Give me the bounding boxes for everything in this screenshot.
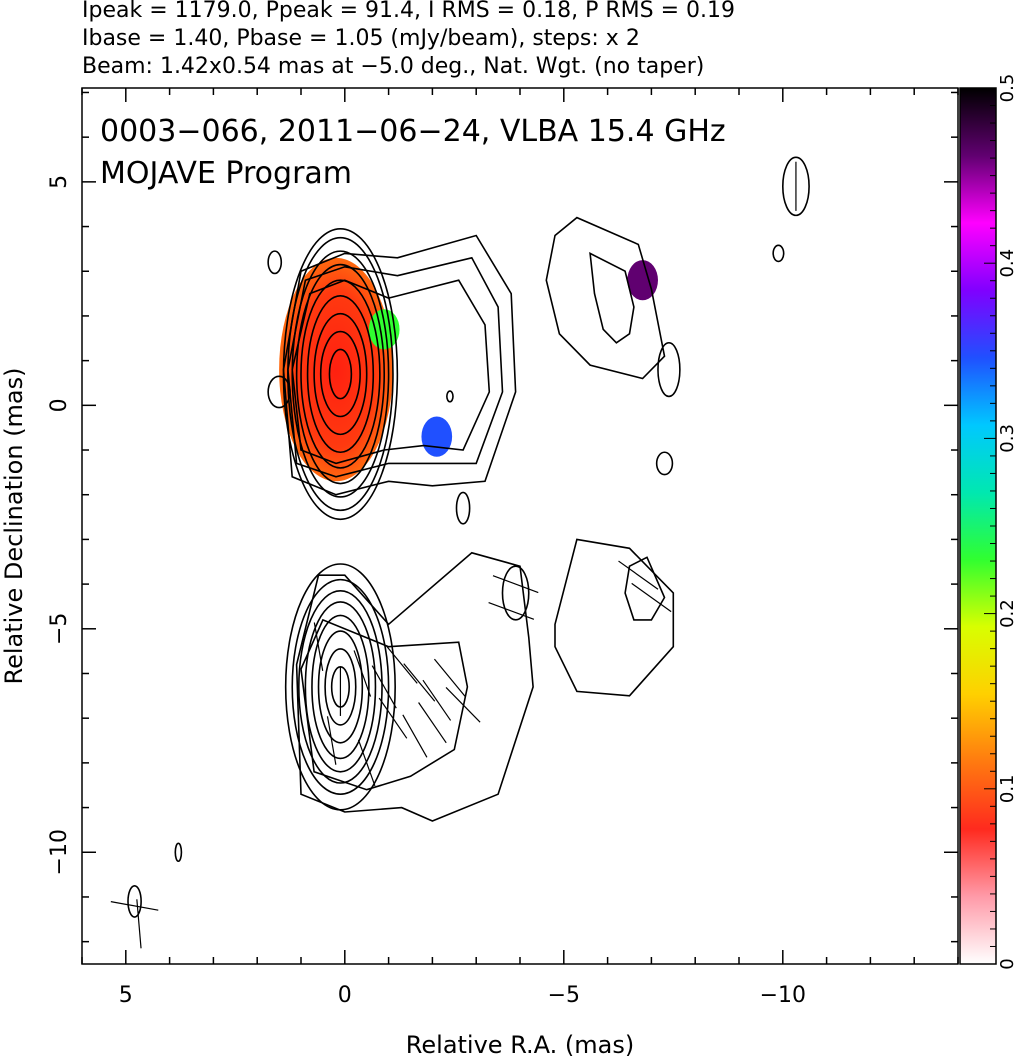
y-tick-label: 5 <box>47 175 72 189</box>
upper-small-contour-5 <box>267 250 283 275</box>
upper-small-contour-4 <box>772 244 785 263</box>
header-line-2: Ibase = 1.40, Pbase = 1.05 (mJy/beam), s… <box>82 26 640 51</box>
colorbar-tick-label: 0.2 <box>997 599 1018 628</box>
colorbar-tick-label: 0.3 <box>997 424 1018 453</box>
upper-east-blob-inner-contour <box>589 252 635 344</box>
evpa-tick-11 <box>313 622 324 671</box>
polarization-image <box>279 257 658 482</box>
image-region-knot-ne <box>627 260 658 301</box>
upper-core-contour-1 <box>319 330 361 418</box>
evpa-tick-10 <box>326 716 337 765</box>
lower-core-contour-2 <box>317 630 364 744</box>
evpa-tick-19 <box>136 899 142 949</box>
evpa-tick-16 <box>618 560 659 590</box>
upper-outer-contour-0 <box>282 234 517 496</box>
chart-subtitle: MOJAVE Program <box>100 156 352 191</box>
evpa-tick-3 <box>385 645 418 684</box>
chart-title: 0003−066, 2011−06−24, VLBA 15.4 GHz <box>100 114 726 149</box>
evpa-tick-7 <box>378 697 408 739</box>
evpa-tick-4 <box>403 663 436 702</box>
upper-small-contour-1 <box>657 341 681 398</box>
evpa-tick-17 <box>631 582 672 613</box>
y-tick-label: −10 <box>47 829 72 875</box>
lower-outer-contour-1 <box>300 618 469 791</box>
x-axis-label: Relative R.A. (mas) <box>406 1031 634 1059</box>
upper-small-contour-7 <box>446 390 454 403</box>
lower-east-blob-contour <box>554 538 675 697</box>
colorbar-tick-label: 0.1 <box>997 774 1018 803</box>
header-line-1: Ipeak = 1179.0, Ppeak = 91.4, I RMS = 0.… <box>82 0 735 23</box>
y-tick-label: −5 <box>47 613 72 645</box>
lower-core-contour-1 <box>324 648 357 726</box>
upper-outer-contour-2 <box>291 279 491 465</box>
upper-outer-contour-1 <box>287 256 504 478</box>
axis-ticks: 5 0 −5 −10 5 0 −5 −10 <box>47 88 959 1008</box>
header-line-3: Beam: 1.42x0.54 mas at −5.0 deg., Nat. W… <box>82 54 704 79</box>
evpa-vectors <box>110 161 797 949</box>
colorbar-tick-label: 0.4 <box>997 249 1018 278</box>
plot-frame <box>81 87 959 965</box>
evpa-tick-15 <box>488 601 535 620</box>
evpa-tick-5 <box>422 679 452 721</box>
upper-small-contour-2 <box>655 451 674 476</box>
x-tick-label: 0 <box>338 983 352 1008</box>
lower-core-contour-4 <box>304 601 377 773</box>
lower-small-contour-0 <box>501 565 530 621</box>
x-tick-label: 5 <box>119 983 133 1008</box>
evpa-tick-9 <box>418 702 447 744</box>
evpa-tick-14 <box>492 575 539 594</box>
evpa-tick-13 <box>445 686 481 723</box>
evpa-tick-6 <box>433 658 466 698</box>
evpa-tick-12 <box>357 739 376 787</box>
colorbar-ticks: 0 0.1 0.2 0.3 0.4 0.5 <box>984 74 1018 970</box>
upper-core-contour-0 <box>328 348 353 400</box>
y-tick-label: 0 <box>47 398 72 412</box>
evpa-tick-8 <box>402 714 428 758</box>
evpa-tick-1 <box>353 650 372 697</box>
upper-core-contour-2 <box>313 312 368 436</box>
image-region-jet-edge-blue <box>421 416 453 457</box>
evpa-tick-18 <box>110 901 159 911</box>
lower-core-contour-5 <box>298 590 383 784</box>
lower-hatched-knot-contour <box>624 556 666 621</box>
colorbar-tick-label: 0 <box>997 958 1018 969</box>
upper-core-contour-5 <box>295 263 386 485</box>
x-tick-label: −10 <box>760 983 806 1008</box>
lower-core-contour-3 <box>311 614 370 760</box>
upper-small-contour-6 <box>267 375 291 409</box>
lower-small-contour-2 <box>174 842 183 863</box>
upper-core-contour-3 <box>306 295 375 454</box>
lower-small-contour-1 <box>127 884 142 918</box>
lower-outer-contour-0 <box>295 551 534 822</box>
upper-east-blob-contour <box>545 216 666 380</box>
upper-small-contour-0 <box>455 491 471 525</box>
y-axis-label: Relative Declination (mas) <box>0 367 28 684</box>
x-tick-label: −5 <box>548 983 580 1008</box>
evpa-tick-2 <box>371 665 397 709</box>
lower-core-contour-6 <box>291 578 390 795</box>
contour-layer <box>127 156 810 918</box>
upper-core-contour-4 <box>300 279 381 469</box>
upper-small-contour-3 <box>781 156 810 217</box>
colorbar-tick-label: 0.5 <box>997 74 1018 103</box>
